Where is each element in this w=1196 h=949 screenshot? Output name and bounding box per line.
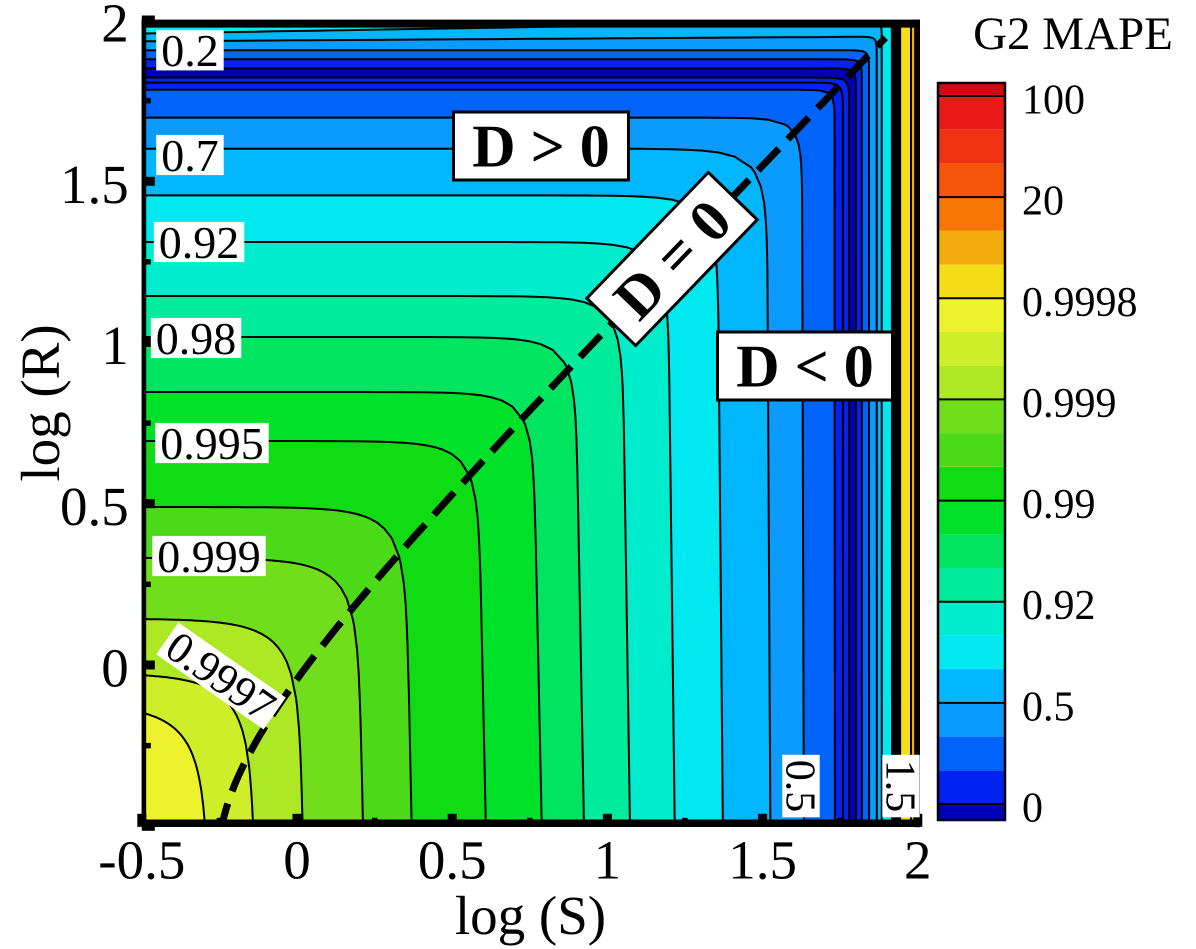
svg-text:0.98: 0.98 (156, 313, 237, 364)
svg-text:0.92: 0.92 (159, 217, 240, 268)
svg-text:log (R): log (R) (10, 324, 71, 481)
svg-text:0.5: 0.5 (777, 760, 823, 813)
svg-text:20: 20 (1022, 179, 1064, 225)
svg-text:1.5: 1.5 (60, 154, 129, 215)
svg-text:0: 0 (101, 637, 129, 698)
svg-text:0.5: 0.5 (60, 476, 129, 537)
svg-text:0.5: 0.5 (418, 829, 487, 890)
svg-text:0: 0 (1022, 785, 1043, 831)
svg-text:2: 2 (101, 0, 129, 53)
svg-text:100: 100 (1022, 77, 1085, 123)
svg-text:0: 0 (283, 829, 311, 890)
svg-text:G2 MAPE: G2 MAPE (973, 8, 1173, 60)
svg-text:0.999: 0.999 (157, 531, 261, 582)
svg-text:1.5: 1.5 (877, 760, 923, 813)
svg-text:0.7: 0.7 (161, 130, 219, 181)
svg-text:0.9998: 0.9998 (1022, 280, 1138, 326)
svg-text:1: 1 (594, 829, 622, 890)
svg-text:0.2: 0.2 (161, 25, 219, 76)
svg-text:0.92: 0.92 (1022, 583, 1096, 629)
svg-text:D > 0: D > 0 (472, 114, 610, 180)
svg-text:log (S): log (S) (455, 885, 606, 946)
svg-text:2: 2 (904, 829, 932, 890)
svg-text:-0.5: -0.5 (98, 829, 185, 890)
svg-text:D < 0: D < 0 (736, 334, 874, 400)
svg-text:0.999: 0.999 (1022, 381, 1117, 427)
svg-text:0.995: 0.995 (160, 418, 264, 469)
svg-text:0.5: 0.5 (1022, 684, 1075, 730)
svg-text:1: 1 (101, 315, 129, 376)
svg-text:0.99: 0.99 (1022, 482, 1096, 528)
svg-text:1.5: 1.5 (728, 829, 797, 890)
